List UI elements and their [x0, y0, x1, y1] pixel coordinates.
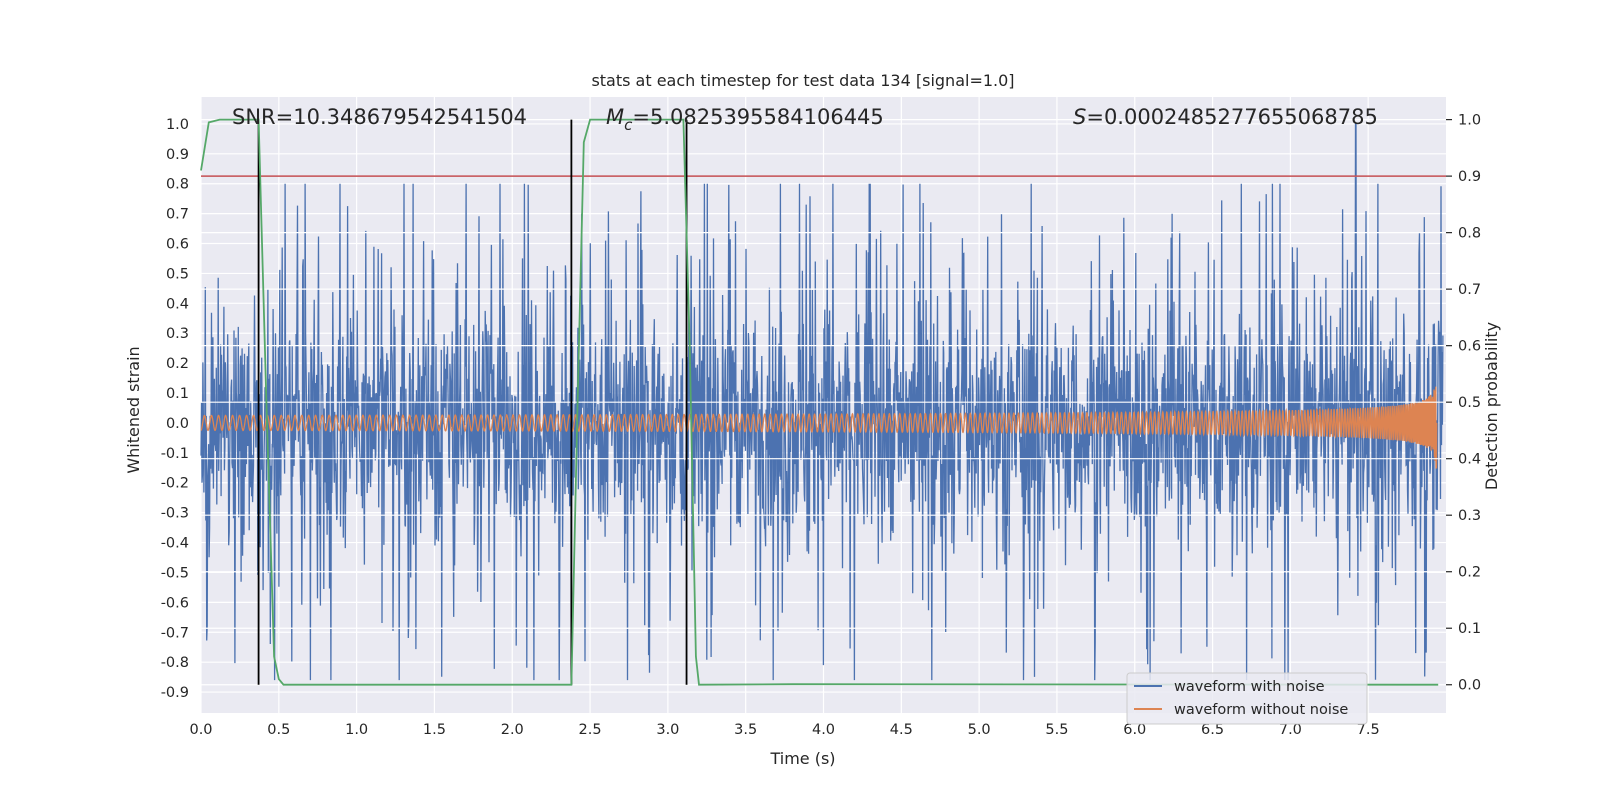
y-right-tick-label: 0.6: [1458, 339, 1481, 355]
s-symbol: S: [1073, 105, 1086, 129]
chirp-mass-value: =5.0825395584106445: [632, 105, 883, 129]
y-left-tick-label: 0.9: [166, 147, 189, 163]
x-tick-label: 6.0: [1123, 722, 1146, 738]
legend-box: [1126, 672, 1368, 725]
series-waveform-with-noise: [200, 123, 1444, 681]
x-tick-label: 4.0: [812, 722, 835, 738]
y-left-tick-label: 0.4: [166, 296, 189, 312]
chirp-mass-symbol: M: [606, 105, 624, 129]
chirp-mass-subscript: c: [624, 116, 633, 134]
y-right-tick-label: 0.4: [1458, 452, 1481, 468]
y-left-tick-label: -0.5: [161, 565, 189, 581]
x-tick-label: 5.5: [1045, 722, 1068, 738]
clean-waveform-line: [200, 386, 1438, 469]
y-right-tick-label: 0.0: [1458, 678, 1481, 694]
x-axis-label: Time (s): [769, 749, 835, 768]
x-tick-label: 3.5: [734, 722, 757, 738]
x-tick-label: 1.0: [345, 722, 368, 738]
x-tick-label: 6.5: [1201, 722, 1224, 738]
y-right-tick-label: 0.9: [1458, 169, 1481, 185]
y-left-tick-label: 0.0: [166, 416, 189, 432]
y-left-tick-label: -0.7: [161, 625, 189, 641]
y-left-tick-label: -0.9: [161, 685, 189, 701]
y-left-tick-label: 0.5: [166, 266, 189, 282]
y-right-tick-label: 0.8: [1458, 226, 1481, 242]
y-left-tick-label: -0.4: [161, 536, 189, 552]
y-right-axis-label: Detection probability: [1482, 322, 1501, 490]
x-tick-label: 7.5: [1357, 722, 1380, 738]
s-value: =0.0002485277655068785: [1086, 105, 1378, 129]
y-right-tick-label: 0.2: [1458, 565, 1481, 581]
y-right-axis-ticks: 1.0 0.9 0.8 0.7 0.6 0.5 0.4 0.3 0.2 0.1 0.0: [1446, 113, 1481, 694]
y-left-tick-label: -0.2: [161, 476, 189, 492]
x-tick-label: 1.5: [423, 722, 446, 738]
y-left-tick-label: 0.3: [166, 326, 189, 342]
y-left-tick-label: -0.6: [161, 595, 189, 611]
x-tick-label: 5.0: [968, 722, 991, 738]
noisy-waveform-line: [200, 123, 1444, 681]
x-axis-ticks: 0.0 0.5 1.0 1.5 2.0 2.5 3.0 3.5 4.0 4.5 5.0 5.5 6.0 6…: [189, 722, 1379, 738]
snr-annotation: SNR=10.348679542541504: [232, 105, 527, 129]
series-detection-probability: [200, 118, 1439, 686]
x-tick-label: 3.0: [656, 722, 679, 738]
y-left-tick-label: 0.8: [166, 177, 189, 193]
y-left-tick-label: 0.6: [166, 237, 189, 253]
x-tick-label: 0.0: [189, 722, 212, 738]
x-tick-label: 2.5: [579, 722, 602, 738]
legend: waveform with noise waveform without noi…: [1126, 672, 1368, 725]
y-left-tick-label: 1.0: [166, 117, 189, 133]
y-left-axis-label: Whitened strain: [124, 346, 143, 473]
series-waveform-without-noise: [200, 386, 1438, 469]
y-right-tick-label: 1.0: [1458, 113, 1481, 129]
y-left-tick-label: -0.8: [161, 655, 189, 671]
y-left-tick-label: 0.1: [166, 386, 189, 402]
y-left-tick-label: -0.3: [161, 506, 189, 522]
legend-label-noisy: waveform with noise: [1174, 679, 1325, 695]
x-tick-label: 7.0: [1279, 722, 1302, 738]
y-left-tick-label: -0.1: [161, 446, 189, 462]
y-left-tick-label: 0.7: [166, 207, 189, 223]
x-tick-label: 4.5: [890, 722, 913, 738]
x-tick-label: 2.0: [501, 722, 524, 738]
x-tick-label: 0.5: [267, 722, 290, 738]
y-left-tick-label: 0.2: [166, 356, 189, 372]
y-right-tick-label: 0.5: [1458, 395, 1481, 411]
probability-line: [200, 118, 1439, 686]
y-left-axis-ticks: 1.0 0.9 0.8 0.7 0.6 0.5 0.4 0.3 0.2 0.1 0.0 -0.1 -0.…: [161, 117, 189, 701]
chirp-mass-annotation: Mc=5.0825395584106445: [606, 105, 884, 134]
s-annotation: S=0.0002485277655068785: [1073, 105, 1378, 129]
y-right-tick-label: 0.1: [1458, 621, 1481, 637]
chart-title: stats at each timestep for test data 134…: [591, 71, 1014, 90]
legend-label-clean: waveform without noise: [1174, 702, 1348, 718]
y-right-tick-label: 0.7: [1458, 282, 1481, 298]
y-right-tick-label: 0.3: [1458, 508, 1481, 524]
